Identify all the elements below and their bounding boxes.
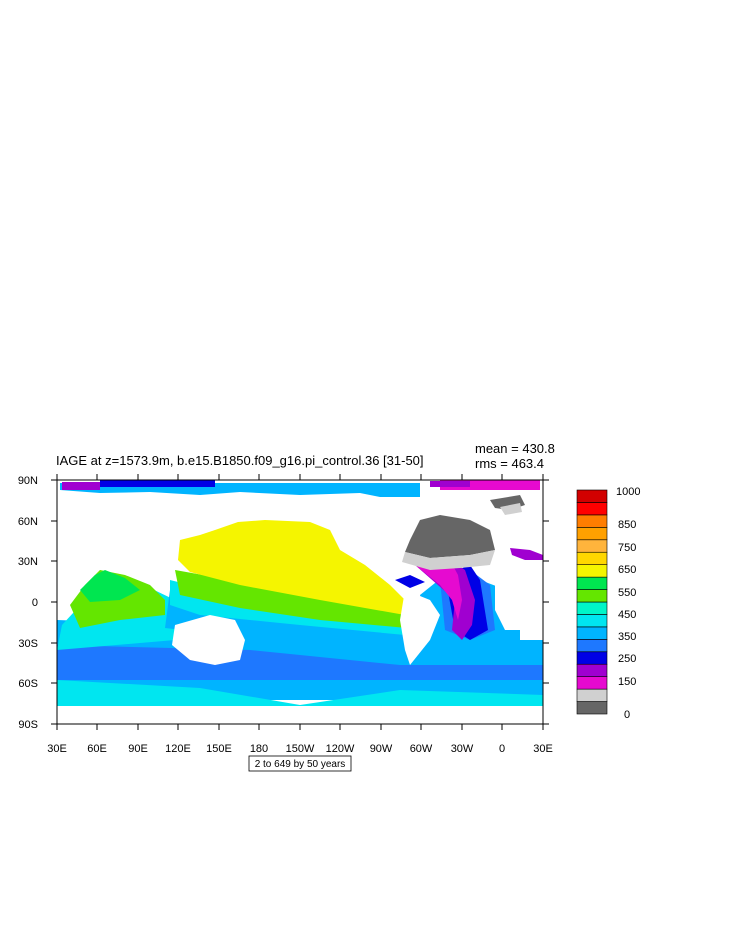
colorbar-swatch [576, 576, 608, 590]
colorbar-swatch [576, 527, 608, 541]
colorbar-swatch [576, 489, 608, 503]
rms-label: rms = 463.4 [475, 456, 544, 471]
lon-label: 150W [286, 743, 315, 755]
mean-label: mean = 430.8 [475, 441, 555, 456]
colorbar-swatch [576, 589, 608, 603]
atlantic-magenta [415, 560, 462, 620]
antarctic-land [57, 706, 543, 724]
lon-label: 0 [499, 743, 505, 755]
lon-label: 150E [206, 743, 232, 755]
colorbar-label: 450 [618, 609, 636, 621]
south-america-land [400, 590, 440, 665]
lon-label: 180 [250, 743, 268, 755]
labrador-dark [405, 515, 495, 558]
australia-land [172, 615, 245, 665]
arctic-purple-strip [62, 482, 100, 490]
lat-labels: 90N 60N 30N 0 30S 60S 90S [18, 475, 38, 731]
colorbar-swatch [576, 539, 608, 553]
colorbar-swatch [576, 514, 608, 528]
colorbar-labels: 1000 850 750 650 550 450 350 250 150 0 [616, 486, 640, 721]
colorbar-swatch [576, 626, 608, 640]
contour-note: 2 to 649 by 50 years [255, 759, 346, 770]
lat-label: 30S [18, 638, 38, 650]
lon-labels: 30E 60E 90E 120E 150E 180 150W 120W 90W … [47, 743, 553, 755]
contour-note-box [248, 755, 352, 772]
colorbar-swatch [576, 676, 608, 690]
lat-label: 60S [18, 678, 38, 690]
colorbar-label: 850 [618, 519, 636, 531]
colorbar-swatch [576, 502, 608, 516]
gulf-mexico-blue [395, 575, 425, 588]
southern-mid-blue-band [57, 645, 543, 680]
lon-label: 30W [451, 743, 474, 755]
colorbar-label: 150 [618, 676, 636, 688]
colorbar-swatch [576, 601, 608, 615]
colorbar [576, 489, 608, 715]
labrador-light [402, 550, 495, 570]
lon-label: 90W [370, 743, 393, 755]
colorbar-swatch [576, 639, 608, 653]
colorbar-swatch [576, 651, 608, 665]
colorbar-label: 0 [624, 709, 630, 721]
colorbar-label: 1000 [616, 486, 640, 498]
lon-label: 60W [410, 743, 433, 755]
africa-land [495, 580, 530, 630]
indian-ocean-green2 [80, 570, 140, 602]
mediterranean-purple [510, 548, 543, 560]
plot-title: IAGE at z=1573.9m, b.e15.B1850.f09_g16.p… [56, 453, 424, 468]
colorbar-label: 750 [618, 542, 636, 554]
lon-label: 120W [326, 743, 355, 755]
colorbar-swatch [576, 551, 608, 565]
colorbar-swatch [576, 614, 608, 628]
colorbar-label: 350 [618, 631, 636, 643]
lon-label: 90E [128, 743, 148, 755]
lon-label: 60E [87, 743, 107, 755]
lat-label: 30N [18, 556, 38, 568]
lat-label: 90N [18, 475, 38, 487]
colorbar-swatch [576, 564, 608, 578]
lat-label: 60N [18, 516, 38, 528]
atlantic-purple [415, 560, 475, 640]
colorbar-label: 550 [618, 587, 636, 599]
map-panel: 90N 60N 30N 0 30S 60S 90S 30E 60E 90E 12… [18, 474, 553, 772]
nordic-light [500, 503, 522, 515]
colorbar-swatch [576, 663, 608, 677]
colorbar-label: 250 [618, 653, 636, 665]
pacific-green [175, 570, 407, 628]
lon-label: 120E [165, 743, 191, 755]
arctic-purple-east [430, 481, 470, 487]
colorbar-label: 650 [618, 564, 636, 576]
arctic-blue-strip [100, 480, 215, 487]
lat-label: 0 [32, 597, 38, 609]
colorbar-swatch [576, 701, 608, 715]
lon-label: 30E [47, 743, 67, 755]
colorbar-swatch [576, 688, 608, 702]
lon-label: 30E [533, 743, 553, 755]
lat-label: 90S [18, 719, 38, 731]
pacific-yellow [178, 520, 405, 615]
axis-ticks [51, 474, 549, 730]
